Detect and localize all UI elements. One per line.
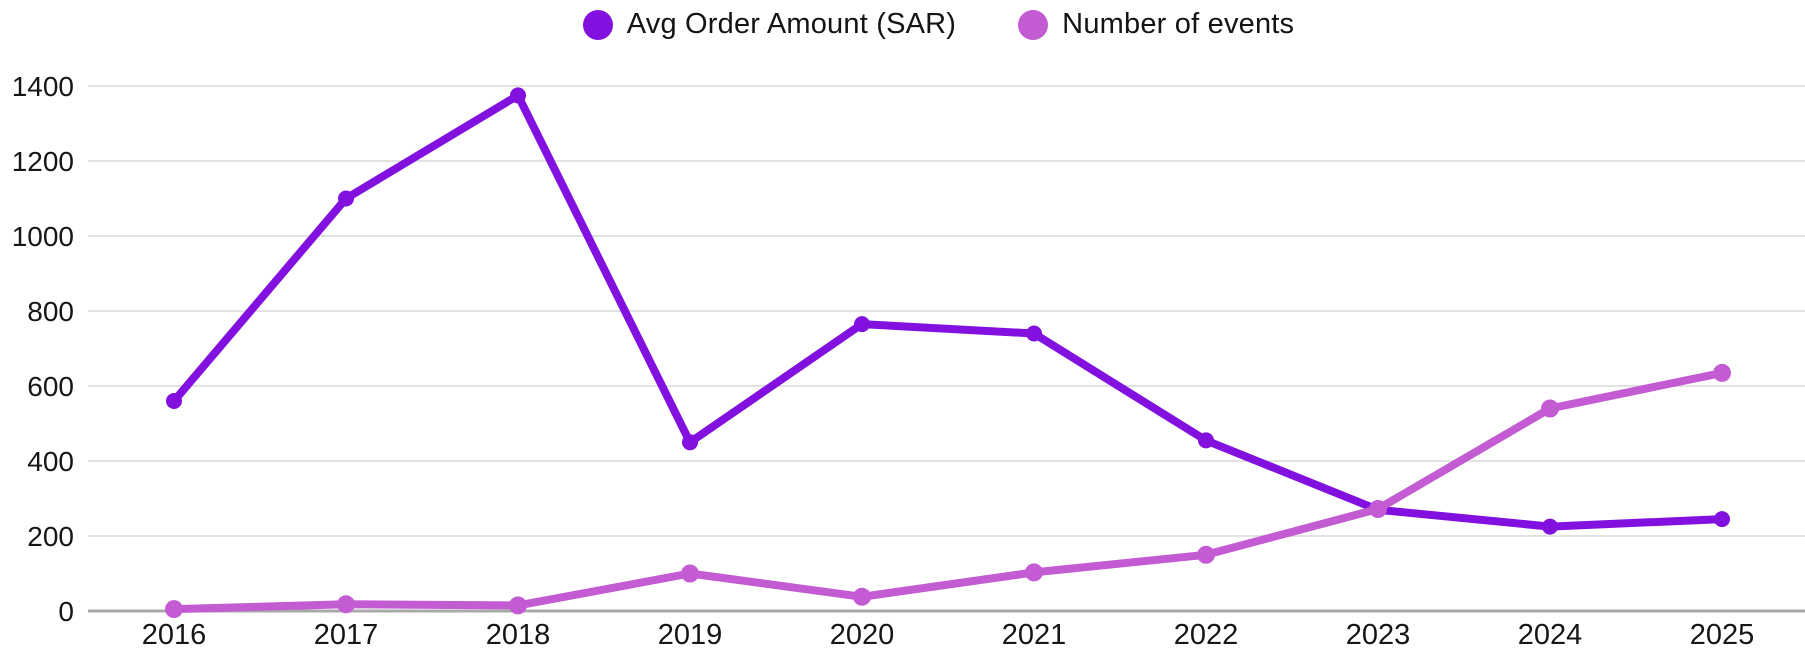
x-tick-label: 2019: [658, 619, 723, 648]
x-tick-label: 2021: [1002, 619, 1067, 648]
data-point: [337, 595, 355, 614]
data-point: [509, 596, 527, 615]
y-tick-label: 200: [27, 521, 74, 552]
y-tick-label: 1200: [12, 146, 74, 177]
y-tick-label: 1000: [12, 221, 74, 252]
x-tick-label: 2018: [486, 619, 551, 648]
data-point: [854, 316, 870, 333]
data-point: [510, 87, 526, 104]
x-tick-label: 2017: [314, 619, 379, 648]
legend-label: Number of events: [1062, 8, 1295, 40]
x-tick-label: 2024: [1518, 619, 1583, 648]
data-point: [1541, 399, 1559, 418]
series-line-0: [170, 91, 1726, 531]
data-point: [166, 393, 182, 409]
data-point: [682, 434, 698, 451]
data-point: [1542, 518, 1558, 535]
data-point: [165, 600, 183, 619]
series-line-1: [170, 368, 1726, 614]
y-tick-label: 400: [27, 446, 74, 477]
legend-item-avg-order-amount[interactable]: Avg Order Amount (SAR): [582, 8, 957, 41]
data-point: [681, 564, 699, 583]
legend-dot-icon: [1018, 9, 1049, 40]
data-point: [1714, 511, 1730, 528]
y-tick-label: 600: [27, 371, 74, 402]
data-point: [1713, 363, 1731, 382]
data-point: [1369, 500, 1387, 518]
chart-legend: Avg Order Amount (SAR) Number of events: [0, 8, 1805, 41]
legend-dot-icon: [582, 9, 613, 40]
x-tick-label: 2020: [830, 619, 895, 648]
x-tick-label: 2022: [1174, 619, 1239, 648]
data-point: [1026, 325, 1042, 342]
data-point: [1197, 545, 1215, 564]
y-tick-label: 800: [27, 296, 74, 327]
data-point: [1198, 432, 1214, 449]
x-tick-label: 2023: [1346, 619, 1411, 648]
data-point: [853, 587, 871, 606]
legend-label: Avg Order Amount (SAR): [626, 8, 957, 40]
x-tick-label: 2016: [142, 619, 207, 648]
data-point: [338, 190, 354, 207]
y-tick-label: 0: [58, 596, 74, 627]
data-point: [1025, 563, 1043, 582]
y-tick-label: 1400: [12, 71, 74, 102]
x-tick-label: 2025: [1690, 619, 1755, 648]
legend-item-number-of-events[interactable]: Number of events: [1018, 8, 1294, 41]
